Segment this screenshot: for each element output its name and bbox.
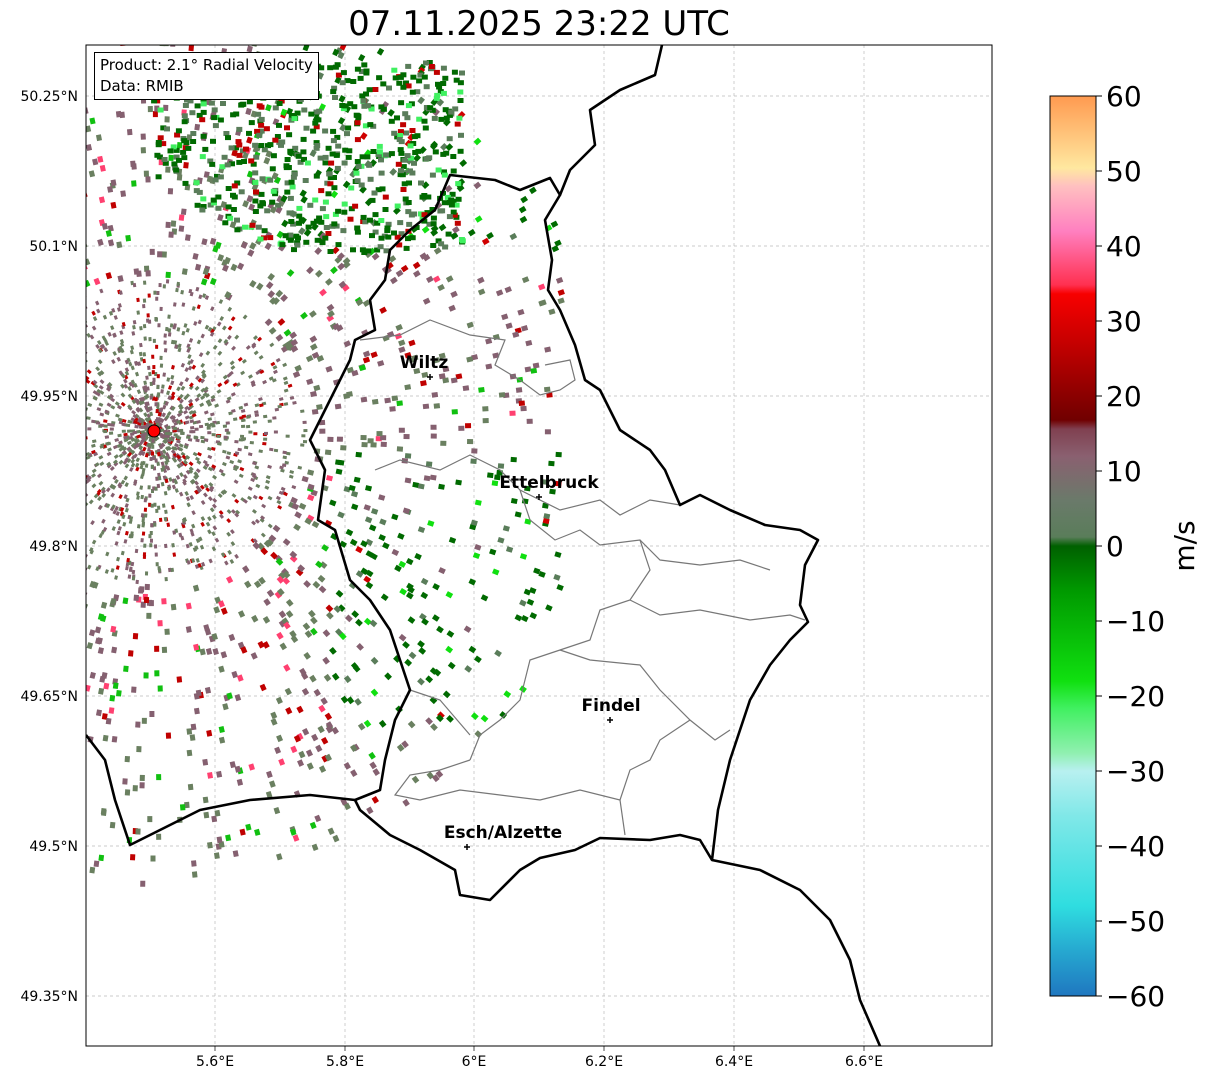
lon-tick: 5.6°E	[196, 1054, 234, 1070]
lat-tick: 50.1°N	[29, 239, 78, 255]
lat-tick: 49.8°N	[29, 539, 78, 555]
lat-tick: 49.95°N	[20, 389, 78, 405]
lat-tick: 49.5°N	[29, 839, 78, 855]
lon-tick: 5.8°E	[326, 1054, 364, 1070]
colorbar-tick: −10	[1106, 605, 1165, 638]
map-title: 07.11.2025 23:22 UTC	[348, 4, 730, 44]
colorbar-tick: 10	[1106, 455, 1142, 488]
lat-tick: 49.65°N	[20, 689, 78, 705]
colorbar: 60 50 40 30 20 10 0 −10 −20 −30 −40 −50 −60 m/s	[1049, 80, 1201, 1013]
colorbar-tick: −50	[1106, 905, 1165, 938]
gridlines	[86, 45, 992, 1051]
city-marker	[536, 494, 542, 500]
colorbar-label: m/s	[1168, 520, 1201, 571]
lon-tick: 6.2°E	[585, 1054, 623, 1070]
city-label-esch-alzette: Esch/Alzette	[444, 823, 562, 843]
colorbar-tick: −60	[1106, 980, 1165, 1013]
lat-tick: 50.25°N	[20, 89, 78, 105]
radar-velocity-pixels	[86, 45, 565, 887]
lat-tick: 49.35°N	[20, 989, 78, 1005]
canton-borders	[359, 319, 806, 836]
colorbar-tick: 60	[1106, 80, 1142, 113]
colorbar-tick: 20	[1106, 380, 1142, 413]
city-marker	[607, 717, 613, 723]
lon-tick: 6.4°E	[715, 1054, 753, 1070]
city-label-wiltz: Wiltz	[400, 353, 449, 373]
colorbar-tick: 50	[1106, 155, 1142, 188]
colorbar-tick: 30	[1106, 305, 1142, 338]
lon-tick: 6°E	[462, 1054, 487, 1070]
colorbar-tick: −40	[1106, 830, 1165, 863]
radar-site-marker	[147, 424, 161, 438]
colorbar-tick: −20	[1106, 680, 1165, 713]
city-label-findel: Findel	[581, 696, 640, 716]
city-marker	[427, 374, 433, 380]
colorbar-tick: −30	[1106, 755, 1165, 788]
city-marker	[464, 844, 470, 850]
colorbar-tick: 40	[1106, 230, 1142, 263]
country-borders	[86, 45, 882, 1046]
lon-tick: 6.6°E	[845, 1054, 883, 1070]
product-info-box: Product: 2.1° Radial Velocity Data: RMIB	[94, 52, 319, 100]
colorbar-tick: 0	[1106, 530, 1124, 563]
product-label: Product: 2.1° Radial Velocity	[100, 56, 313, 74]
data-source-label: Data: RMIB	[100, 77, 184, 95]
city-label-ettelbruck: Ettelbruck	[499, 473, 599, 493]
